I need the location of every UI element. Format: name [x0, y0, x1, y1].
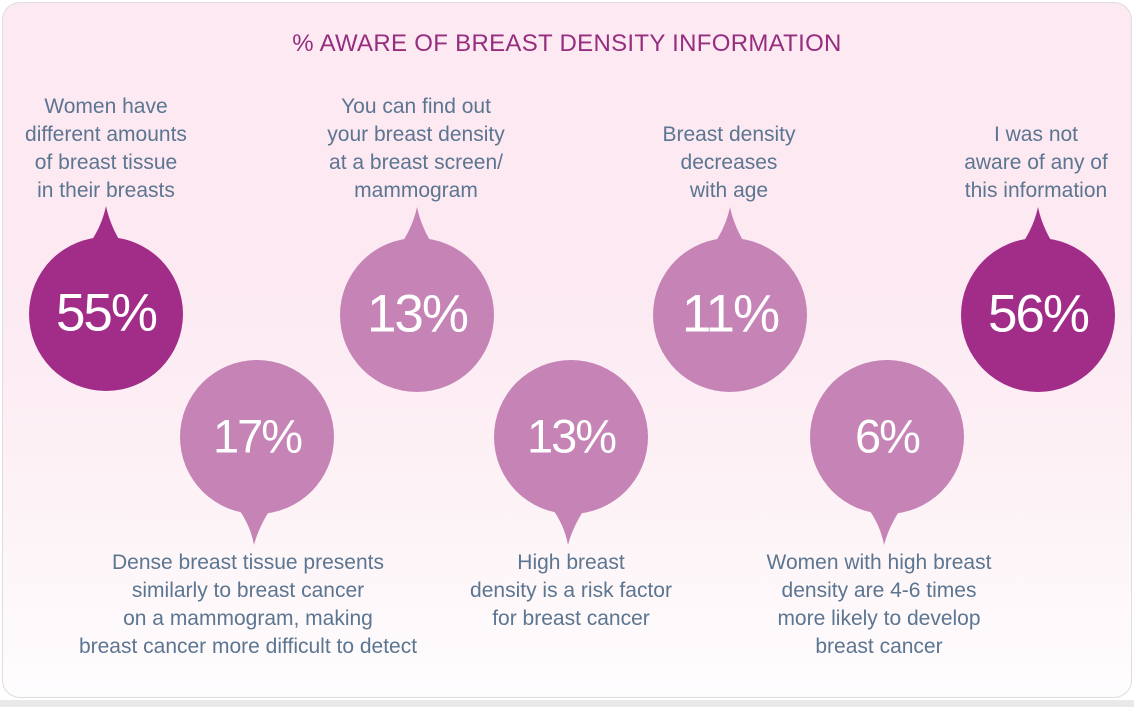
- bubble-55-percent: 55%: [26, 202, 186, 392]
- speech-bubble-down-icon: [810, 360, 964, 545]
- bubble-value: 6%: [855, 409, 921, 463]
- speech-bubble-down-icon: [180, 360, 334, 545]
- bubble-value: 55%: [55, 283, 158, 343]
- bubble-label-find-out-density: You can find out your breast density at …: [327, 95, 505, 202]
- bubble-6-percent: 6%: [807, 359, 967, 549]
- bubble-11-percent: 11%: [650, 203, 810, 393]
- page-title: % AWARE OF BREAST DENSITY INFORMATION: [292, 30, 842, 57]
- bubble-value: 13%: [526, 409, 617, 463]
- bubble-label-decreases-with-age: Breast density decreases with age: [662, 123, 796, 202]
- speech-bubble-down-icon: [494, 360, 648, 545]
- speech-bubble-up-icon: [340, 207, 494, 392]
- speech-bubble-up-icon: [961, 207, 1115, 392]
- bubble-value: 17%: [212, 409, 303, 463]
- bubble-value: 11%: [681, 284, 780, 344]
- bubble-13-percent-risk-factor: 13%: [491, 359, 651, 549]
- speech-bubble-up-icon: [29, 206, 183, 391]
- bubble-17-percent: 17%: [177, 359, 337, 549]
- bubble-label-4-6-times: Women with high breast density are 4-6 t…: [766, 551, 992, 658]
- speech-bubble-up-icon: [653, 207, 807, 392]
- bubble-label-different-amounts: Women have different amounts of breast t…: [25, 95, 187, 202]
- bubble-56-percent: 56%: [958, 203, 1118, 393]
- bubble-label-not-aware: I was not aware of any of this informati…: [964, 123, 1108, 202]
- bubble-value: 56%: [987, 284, 1090, 344]
- bubble-label-risk-factor: High breast density is a risk factor for…: [470, 551, 672, 630]
- bubble-13-percent-find-out: 13%: [337, 203, 497, 393]
- bubble-value: 13%: [366, 284, 469, 344]
- bottom-frame-bar: [0, 700, 1134, 707]
- bubble-label-difficult-to-detect: Dense breast tissue presents similarly t…: [78, 551, 418, 658]
